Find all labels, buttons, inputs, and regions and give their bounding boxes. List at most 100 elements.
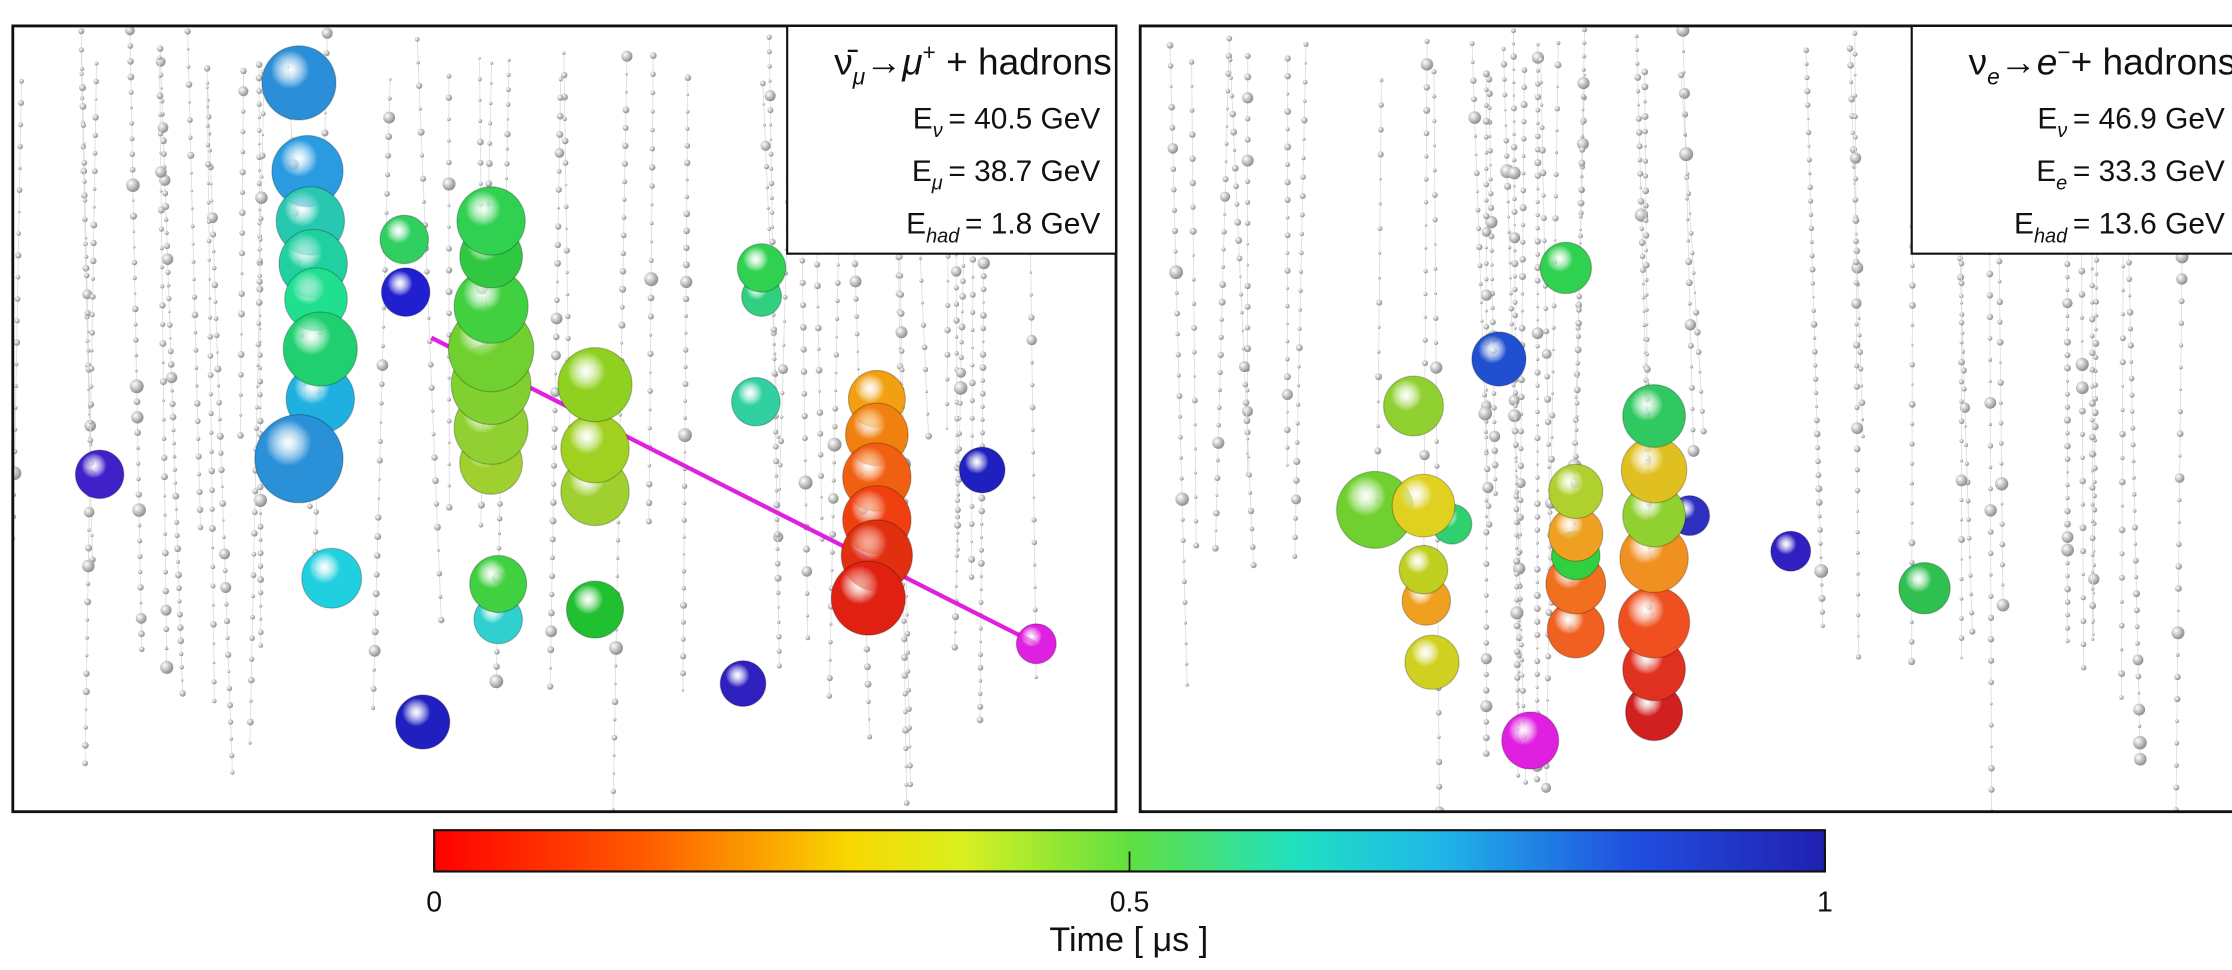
dom <box>1293 477 1300 484</box>
dom <box>1515 773 1521 778</box>
dom <box>438 616 445 624</box>
dom <box>1700 428 1707 435</box>
dom <box>1508 394 1520 406</box>
dom <box>133 337 139 343</box>
dom <box>1857 333 1862 338</box>
dom <box>1639 253 1646 260</box>
dom <box>849 275 862 288</box>
dom <box>80 167 88 175</box>
dom <box>505 147 509 151</box>
dom <box>683 159 691 167</box>
dom <box>681 585 687 591</box>
dom <box>1484 498 1489 503</box>
dom <box>1482 481 1494 494</box>
title-part: + hadrons <box>936 40 1112 82</box>
dom <box>1379 177 1382 181</box>
dom <box>1503 153 1510 159</box>
dom <box>1851 261 1864 274</box>
dom <box>1997 319 2003 325</box>
dom <box>447 376 451 380</box>
dom <box>1184 642 1188 646</box>
dom <box>191 311 199 319</box>
dom <box>131 259 138 266</box>
dom <box>969 256 977 263</box>
dom <box>1482 70 1490 78</box>
dom <box>612 753 616 758</box>
dom <box>1644 307 1649 312</box>
dom <box>1484 577 1489 582</box>
dom <box>1533 776 1541 783</box>
dom <box>980 286 987 293</box>
dom <box>133 322 138 327</box>
dom <box>159 302 166 309</box>
dom <box>826 693 833 699</box>
dom <box>90 348 94 353</box>
dom <box>565 270 569 275</box>
dom <box>1958 635 1965 641</box>
dom <box>1534 527 1541 533</box>
dom <box>979 587 983 592</box>
hit-sphere <box>731 376 781 427</box>
dom <box>1518 532 1523 537</box>
dom <box>1960 656 1963 660</box>
dom <box>648 408 652 412</box>
dom <box>82 241 88 247</box>
dom <box>2092 396 2099 402</box>
dom <box>1435 758 1443 766</box>
dom <box>257 629 264 636</box>
dom <box>1552 215 1559 222</box>
dom <box>645 499 653 507</box>
dom <box>1539 80 1543 84</box>
dom <box>447 484 451 488</box>
dom <box>1230 128 1238 136</box>
dom <box>647 350 654 357</box>
dom <box>2066 470 2069 474</box>
dom <box>1544 395 1552 403</box>
dom <box>1989 702 1993 706</box>
dom <box>206 238 212 244</box>
dom <box>1534 618 1541 625</box>
dom <box>1853 176 1859 182</box>
dom <box>1804 75 1810 81</box>
dom <box>2173 784 2180 791</box>
dom <box>485 160 493 168</box>
dom <box>774 473 779 478</box>
dom <box>2065 288 2070 293</box>
dom <box>1851 422 1864 435</box>
dom <box>1420 58 1434 71</box>
dom <box>1246 263 1249 267</box>
dom <box>1988 572 1993 577</box>
dom <box>1244 345 1251 353</box>
dom <box>1513 326 1517 330</box>
dom <box>1519 256 1526 263</box>
dom <box>905 650 911 655</box>
dom <box>895 326 908 339</box>
dom <box>774 574 782 582</box>
dom <box>1909 481 1915 486</box>
dom <box>94 98 98 101</box>
dom <box>2118 622 2125 629</box>
dom <box>1299 212 1305 218</box>
dom <box>1225 124 1229 128</box>
event-display-muon <box>12 25 1057 811</box>
dom <box>1377 226 1383 232</box>
dom <box>564 183 568 187</box>
dom <box>1544 373 1551 380</box>
dom <box>1286 92 1290 96</box>
dom <box>770 326 778 333</box>
dom <box>135 491 142 498</box>
dom <box>209 182 213 186</box>
dom <box>250 594 256 599</box>
dom <box>173 481 178 485</box>
dom <box>230 770 235 775</box>
dom <box>258 643 264 648</box>
dom <box>830 568 834 572</box>
dom <box>205 86 209 89</box>
dom <box>1808 171 1812 176</box>
dom <box>212 661 216 665</box>
dom <box>1535 698 1540 703</box>
dom <box>2064 404 2071 410</box>
dom <box>801 390 808 397</box>
dom <box>684 74 692 82</box>
dom <box>550 312 563 325</box>
